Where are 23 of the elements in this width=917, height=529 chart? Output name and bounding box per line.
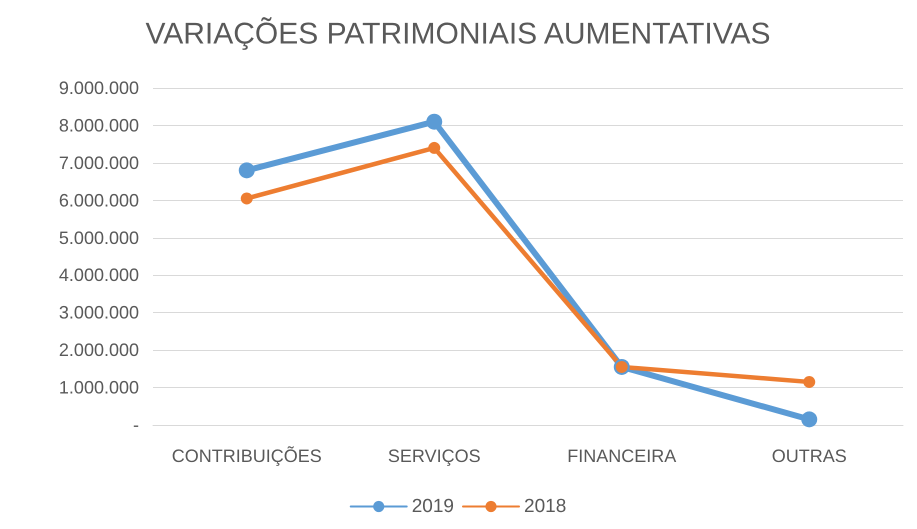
y-tick-label: 5.000.000: [58, 228, 139, 248]
x-tick-label: OUTRAS: [772, 446, 847, 466]
y-tick-label: 9.000.000: [58, 78, 139, 98]
y-tick-label: 6.000.000: [58, 190, 139, 210]
x-tick-label: CONTRIBUIÇÕES: [172, 446, 322, 466]
point: [801, 411, 818, 428]
y-tick-label: 2.000.000: [58, 340, 139, 360]
y-tick-label: -: [133, 415, 139, 435]
legend-label: 2019: [412, 496, 454, 517]
y-tick-label: 4.000.000: [58, 265, 139, 286]
point: [238, 162, 255, 178]
x-tick-label: SERVIÇOS: [388, 446, 481, 466]
chart-title: VARIAÇÕES PATRIMONIAIS AUMENTATIVAS: [145, 16, 771, 50]
point: [428, 142, 440, 154]
y-tick-label: 3.000.000: [58, 302, 139, 323]
point: [240, 192, 253, 204]
point: [803, 376, 816, 388]
legend-label: 2018: [524, 496, 566, 517]
y-tick-label: 1.000.000: [58, 378, 139, 398]
x-tick-label: FINANCEIRA: [567, 446, 676, 466]
y-tick-label: 7.000.000: [58, 152, 139, 173]
point: [426, 114, 442, 130]
y-tick-label: 8.000.000: [58, 115, 139, 136]
